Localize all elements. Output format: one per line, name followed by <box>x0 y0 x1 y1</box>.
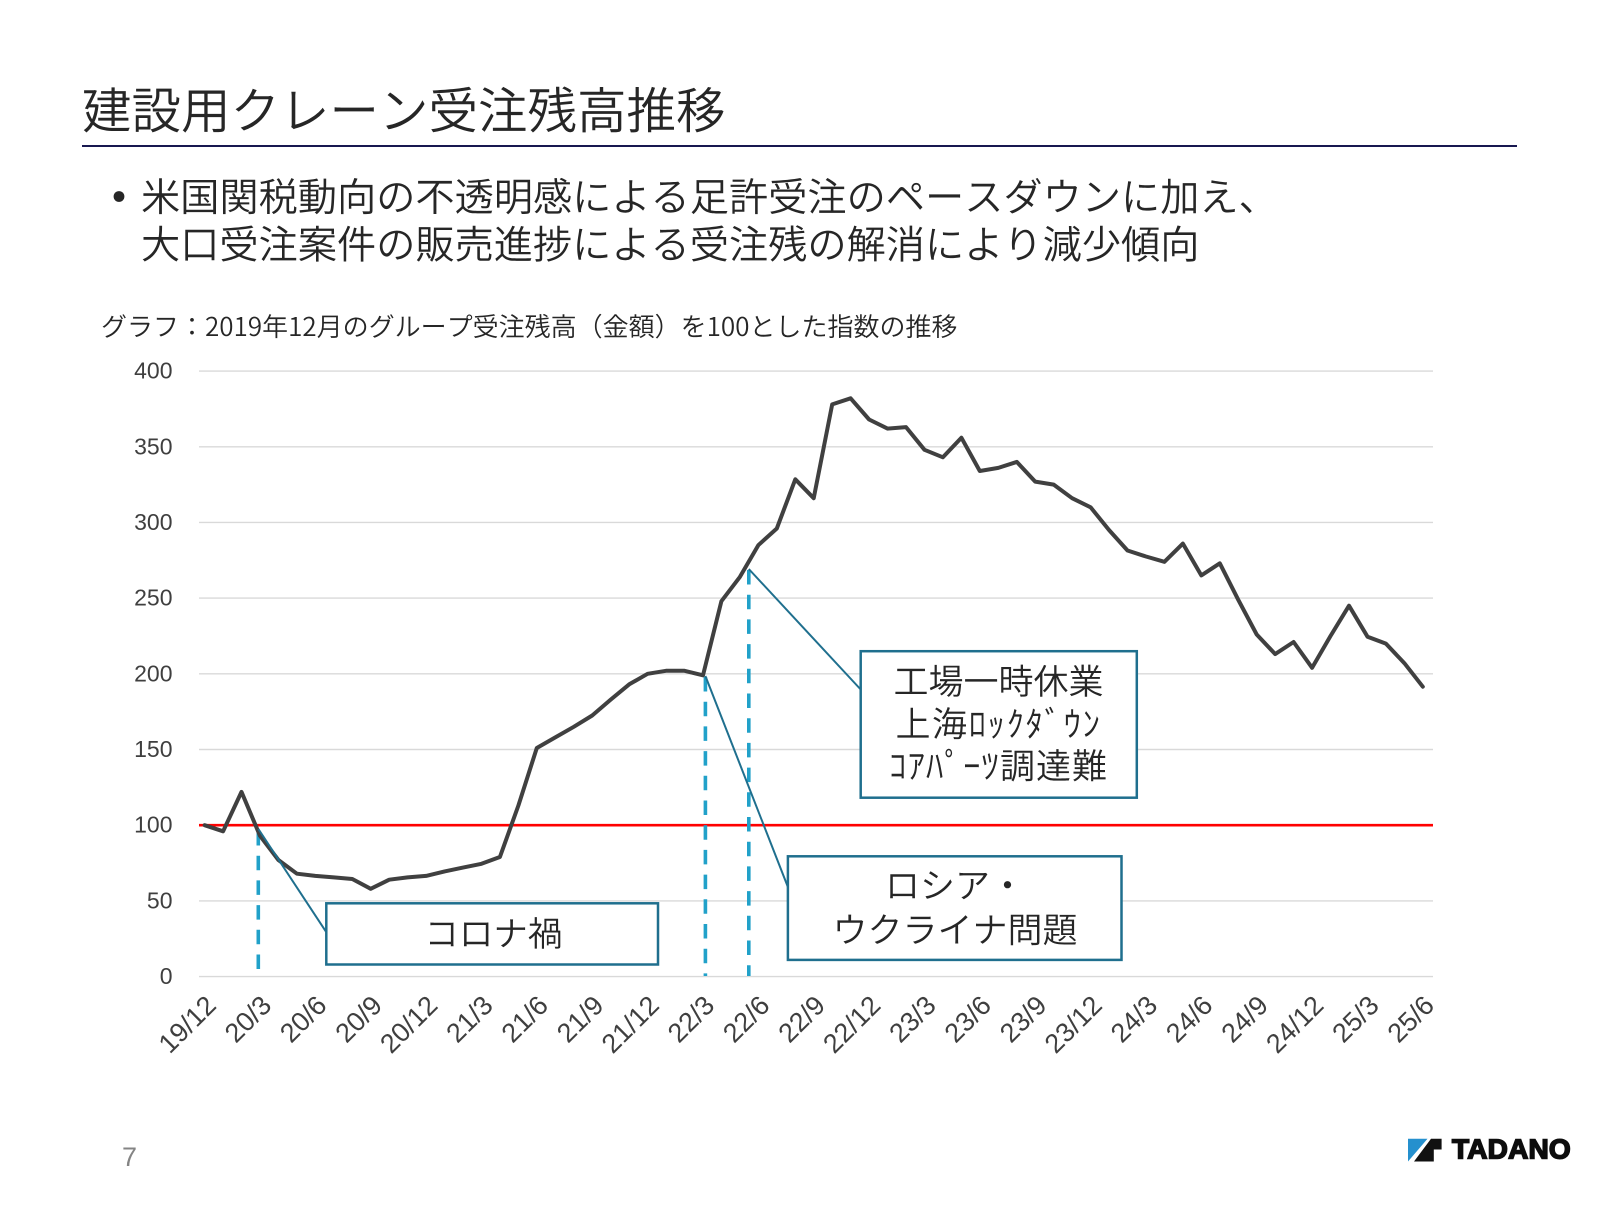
svg-text:0: 0 <box>160 963 173 989</box>
svg-text:400: 400 <box>134 358 172 384</box>
svg-text:50: 50 <box>147 887 173 913</box>
svg-text:250: 250 <box>134 585 172 611</box>
svg-text:300: 300 <box>134 509 172 535</box>
svg-text:150: 150 <box>134 736 172 762</box>
svg-text:TADANO: TADANO <box>1452 1134 1571 1165</box>
svg-text:350: 350 <box>134 433 172 459</box>
svg-text:7: 7 <box>122 1142 137 1172</box>
svg-text:200: 200 <box>134 660 172 686</box>
svg-text:100: 100 <box>134 812 172 838</box>
